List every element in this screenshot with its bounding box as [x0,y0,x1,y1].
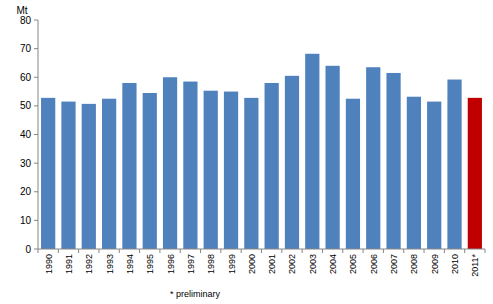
x-tick [180,249,181,253]
y-tick [34,163,38,164]
bar [183,82,197,249]
x-tick [78,249,79,253]
bar [244,98,258,249]
x-tick-label: 2006 [369,254,379,274]
y-tick [34,105,38,106]
x-tick [119,249,120,253]
y-tick [34,48,38,49]
bar [122,83,136,249]
x-tick-label: 1990 [44,254,54,274]
x-tick-label: 1999 [227,254,237,274]
y-tick [34,20,38,21]
x-tick [322,249,323,253]
bar [427,102,441,249]
x-tick-label: 1992 [84,254,94,274]
bar [346,99,360,249]
y-tick [34,249,38,250]
x-tick-label: 1993 [105,254,115,274]
x-tick [261,249,262,253]
x-tick-label: 2004 [328,254,338,274]
x-tick [159,249,160,253]
x-tick [403,249,404,253]
bar [61,102,75,249]
x-tick-label: 2009 [430,254,440,274]
x-tick-label: 1996 [166,254,176,274]
x-tick [302,249,303,253]
y-axis-label: Mt [16,5,27,16]
bar [82,104,96,249]
x-tick [363,249,364,253]
x-tick-label: 1991 [64,254,74,274]
y-axis [38,20,39,249]
x-tick-label: 2000 [247,254,257,274]
x-tick-label: 2005 [348,254,358,274]
bar [386,73,400,249]
y-tick [34,220,38,221]
y-tick-label: 60 [20,72,32,83]
x-tick-label: 2008 [409,254,419,274]
y-tick-label: 0 [25,244,31,255]
y-tick-label: 20 [20,186,32,197]
bar [102,99,116,249]
x-tick [281,249,282,253]
y-tick-label: 10 [20,215,32,226]
x-tick [200,249,201,253]
x-tick-label: 2003 [308,254,318,274]
chart: 0 10 20 30 40 50 60 70 80 1990 1991 1992 1993 1994 199… [0,0,493,304]
x-tick-label: 2007 [389,254,399,274]
y-tick-label: 70 [20,43,32,54]
bar [41,98,55,249]
footnote: * preliminary [170,289,221,299]
x-tick-label: 1994 [125,254,135,274]
bar [204,91,218,249]
x-tick [58,249,59,253]
bar [224,92,238,249]
x-tick [424,249,425,253]
x-tick-label: 2002 [287,254,297,274]
x-tick-label: 2011* [470,254,480,277]
x-tick-label: 1995 [145,254,155,274]
x-tick [38,249,39,253]
y-tick-label: 30 [20,158,32,169]
y-tick-label: 40 [20,129,32,140]
x-tick [485,249,486,253]
y-tick [34,191,38,192]
y-tick [34,77,38,78]
x-tick-label: 1998 [206,254,216,274]
x-tick [342,249,343,253]
bars [41,54,482,249]
bar [305,54,319,249]
x-tick [98,249,99,253]
y-tick-label: 50 [20,100,32,111]
x-tick [464,249,465,253]
x-tick [220,249,221,253]
bar [265,83,279,249]
x-tick [241,249,242,253]
x-tick [444,249,445,253]
x-tick [383,249,384,253]
x-tick-label: 2001 [267,254,277,274]
x-tick [139,249,140,253]
bar [163,77,177,249]
bar [326,66,340,249]
bar [285,76,299,249]
bar [407,97,421,249]
bar [366,67,380,249]
bar [143,93,157,249]
y-tick [34,134,38,135]
bar [447,80,461,249]
y-tick-label: 80 [20,15,32,26]
x-tick-label: 2010 [450,254,460,274]
x-tick-label: 1997 [186,254,196,274]
bar [468,98,482,249]
